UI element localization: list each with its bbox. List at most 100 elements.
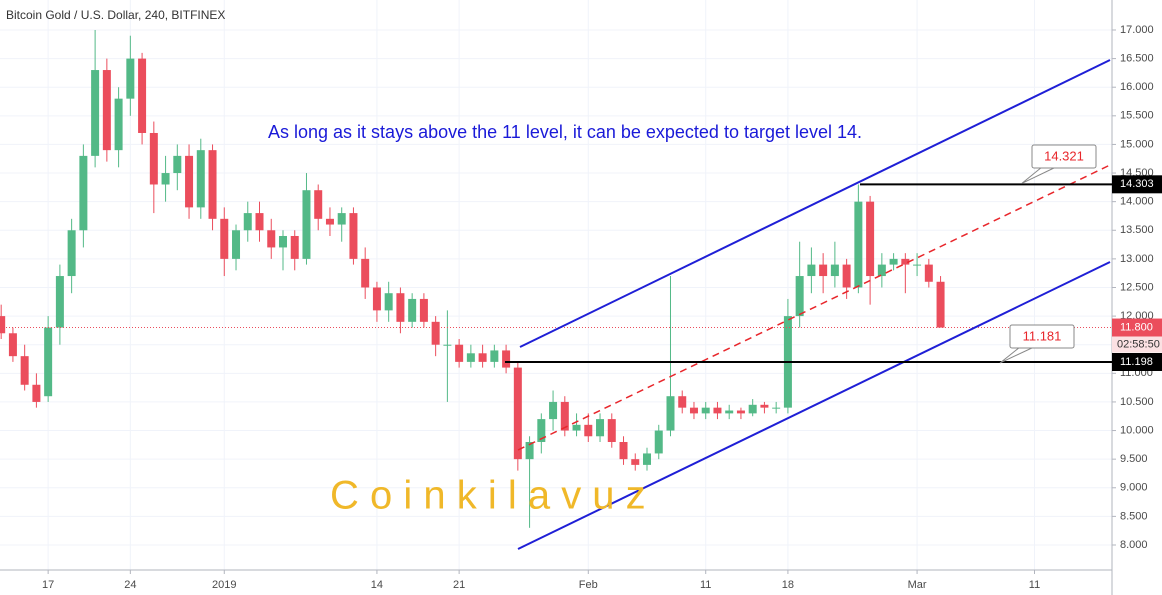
candle-body (44, 327, 53, 397)
candle-body (889, 258, 898, 265)
chart-title: Bitcoin Gold / U.S. Dollar, 240, BITFINE… (6, 8, 225, 22)
tags: 11.800 02:58:50 14.303 11.198 14.321 11.181 (505, 144, 1162, 371)
candle-body (126, 58, 135, 99)
candle-body (267, 230, 276, 248)
candle-body (502, 350, 511, 368)
callout-label: 11.181 (1023, 328, 1062, 343)
annotation: As long as it stays above the 11 level, … (268, 122, 862, 142)
candle-body (877, 264, 886, 277)
candle-body (513, 367, 522, 460)
channel-mid (517, 164, 1111, 451)
candle-body (443, 344, 452, 346)
candle-body (91, 70, 100, 156)
candle-body (560, 401, 569, 431)
candle-body (302, 190, 311, 259)
candle-body (185, 155, 194, 208)
price-tag (1112, 318, 1162, 337)
level-tag-label: 11.198 (1120, 356, 1153, 368)
candle-body (736, 410, 745, 414)
y-tick-label: 15.500 (1120, 110, 1154, 122)
y-tick-label: 10.500 (1120, 396, 1154, 408)
candle-body (384, 293, 393, 311)
callout-label: 14.321 (1044, 148, 1084, 163)
x-tick-label: 11 (700, 579, 711, 591)
y-tick-label: 9.000 (1120, 482, 1148, 494)
candle-body (32, 384, 41, 402)
y-tick-label: 13.000 (1120, 253, 1154, 265)
candle-body (760, 404, 769, 408)
candle-body (478, 353, 487, 362)
x-tick-label: 17 (42, 579, 54, 591)
callout-box (1031, 144, 1097, 169)
candle-body (396, 293, 405, 322)
x-tick-label: Feb (579, 579, 598, 591)
candle-body (55, 276, 64, 328)
price-tag-label: 11.800 (1120, 321, 1153, 333)
y-tick-label: 17.000 (1120, 24, 1154, 36)
candle-body (79, 155, 88, 231)
candle-body (419, 298, 428, 322)
candle-body (901, 258, 910, 265)
candle-body (713, 407, 722, 414)
candle-body (161, 173, 170, 185)
callout-box (1009, 324, 1075, 349)
y-tick-label: 16.500 (1120, 53, 1154, 65)
candle-body (408, 298, 417, 322)
candle-body (913, 264, 922, 266)
candle-body (689, 407, 698, 414)
candle-body (842, 264, 851, 288)
callout-pointer (999, 346, 1035, 364)
y-tick-label: 13.500 (1120, 224, 1154, 236)
x-tick-label: 18 (782, 579, 794, 591)
candle-body (466, 353, 475, 362)
candle-body (678, 396, 687, 408)
candle-body (701, 407, 710, 414)
candle-body (208, 150, 217, 219)
candle-body (666, 396, 675, 431)
candle-body (20, 356, 29, 385)
candle-body (232, 230, 241, 259)
watermark: C o i n k i l a v u z (330, 474, 646, 518)
channel-upper (519, 59, 1111, 348)
countdown-tag (1112, 336, 1162, 353)
candle-body (372, 287, 381, 311)
candle-body (196, 150, 205, 208)
candle-body (830, 264, 839, 277)
candle-body (572, 424, 581, 431)
x-tick-label: 21 (453, 579, 465, 591)
candle-body (866, 201, 875, 277)
y-tick-label: 16.000 (1120, 81, 1154, 93)
candle-body (631, 459, 640, 465)
candle-body (854, 201, 863, 288)
x-tick-label: 11 (1029, 579, 1040, 591)
x-tick-label: 14 (371, 579, 383, 591)
candle-body (102, 70, 111, 151)
candle-body (807, 264, 816, 277)
candle-body (748, 404, 757, 414)
y-tick-label: 8.000 (1120, 539, 1148, 551)
candle-body (584, 424, 593, 437)
candle-body (255, 213, 264, 231)
countdown: 02:58:50 (1117, 338, 1160, 350)
candle-body (220, 218, 229, 259)
candle-body (278, 235, 287, 248)
level-tag (1112, 352, 1162, 371)
candle-body (936, 281, 945, 328)
channel-lower (517, 261, 1111, 550)
candle-body (243, 213, 252, 231)
candle-body (361, 258, 370, 288)
candle-body (490, 350, 499, 362)
candle-body (596, 419, 605, 437)
x-tick-label: Mar (908, 579, 927, 591)
candle-body (173, 155, 182, 174)
candle-body (819, 264, 828, 277)
candle-body (455, 344, 464, 362)
candle-body (619, 441, 628, 460)
x-tick-label: 24 (124, 579, 136, 591)
candle-body (537, 419, 546, 442)
candle-body (149, 132, 158, 185)
candle-body (607, 419, 616, 442)
candle-body (337, 213, 346, 225)
